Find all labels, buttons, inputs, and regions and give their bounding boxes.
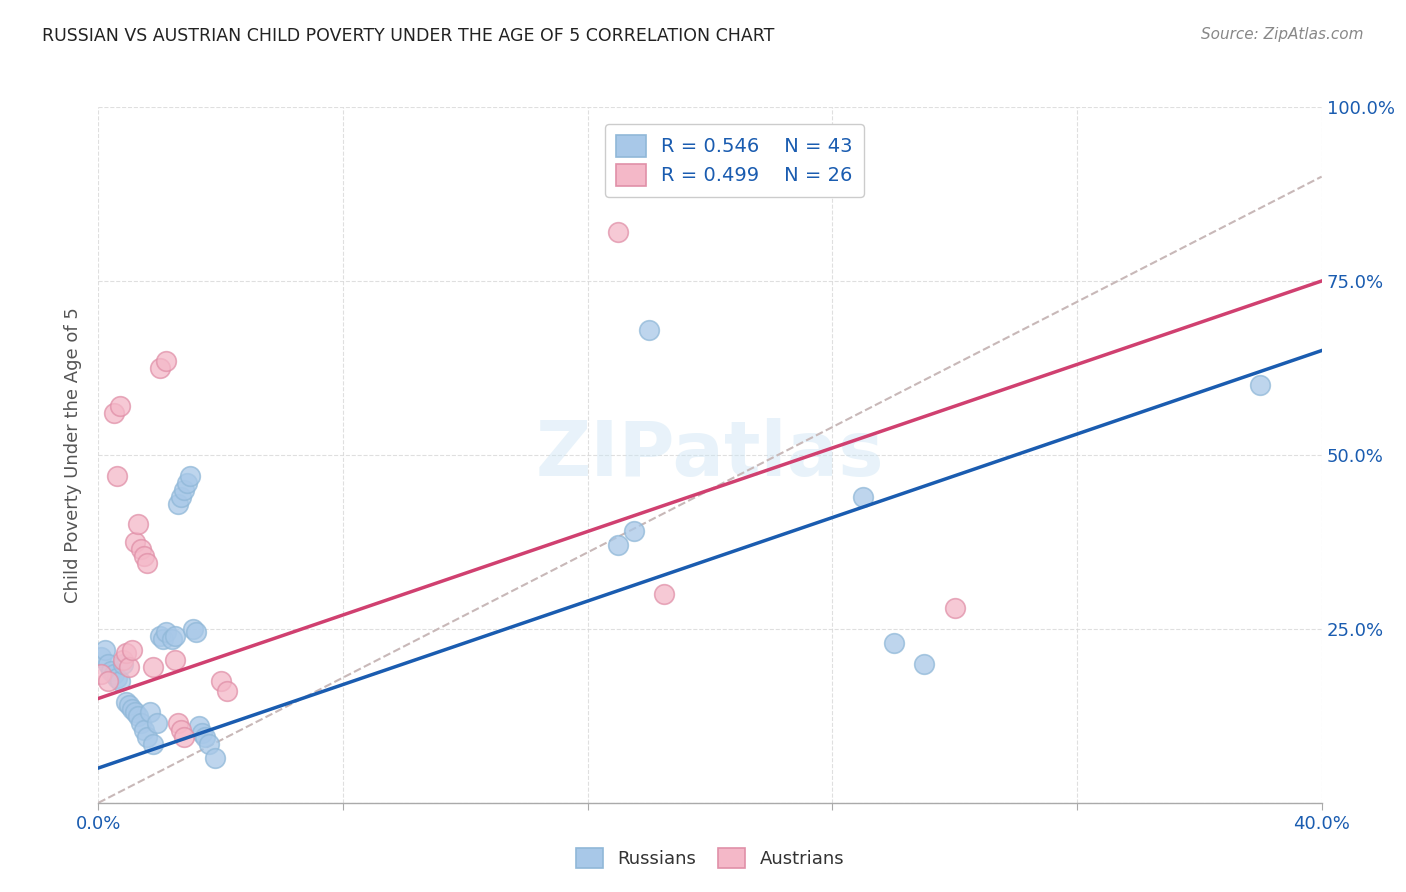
Point — [176, 475, 198, 490]
Text: RUSSIAN VS AUSTRIAN CHILD POVERTY UNDER THE AGE OF 5 CORRELATION CHART: RUSSIAN VS AUSTRIAN CHILD POVERTY UNDER … — [42, 27, 775, 45]
Point — [170, 723, 193, 737]
Point — [215, 684, 238, 698]
Point — [105, 468, 128, 483]
Point — [173, 483, 195, 497]
Point — [145, 715, 167, 730]
Point — [100, 664, 122, 678]
Point — [129, 541, 152, 556]
Point — [1249, 378, 1271, 392]
Point — [152, 632, 174, 647]
Point — [121, 702, 143, 716]
Point — [124, 706, 146, 720]
Point — [197, 737, 219, 751]
Point — [142, 737, 165, 751]
Point — [90, 649, 112, 664]
Point — [134, 723, 156, 737]
Point — [173, 730, 195, 744]
Point — [191, 726, 214, 740]
Point — [209, 674, 232, 689]
Text: ZIPatlas: ZIPatlas — [536, 418, 884, 491]
Point — [652, 587, 675, 601]
Point — [142, 660, 165, 674]
Point — [852, 490, 875, 504]
Legend: Russians, Austrians: Russians, Austrians — [567, 839, 853, 877]
Point — [129, 715, 152, 730]
Point — [105, 671, 128, 685]
Point — [115, 646, 138, 660]
Point — [188, 719, 211, 733]
Point — [134, 549, 156, 563]
Point — [111, 653, 134, 667]
Point — [194, 730, 217, 744]
Point — [136, 730, 159, 744]
Point — [186, 625, 208, 640]
Point — [943, 601, 966, 615]
Point — [124, 535, 146, 549]
Point — [115, 695, 138, 709]
Point — [160, 632, 183, 647]
Point — [118, 698, 141, 713]
Point — [97, 674, 120, 689]
Point — [136, 556, 159, 570]
Point — [108, 674, 131, 689]
Point — [637, 323, 661, 337]
Point — [111, 657, 134, 671]
Point — [93, 642, 115, 657]
Point — [155, 625, 177, 640]
Point — [139, 706, 162, 720]
Point — [912, 657, 935, 671]
Point — [883, 636, 905, 650]
Point — [163, 653, 186, 667]
Point — [179, 468, 201, 483]
Point — [108, 399, 131, 413]
Point — [121, 642, 143, 657]
Point — [181, 622, 204, 636]
Point — [127, 708, 149, 723]
Point — [97, 657, 120, 671]
Point — [155, 354, 177, 368]
Text: Source: ZipAtlas.com: Source: ZipAtlas.com — [1201, 27, 1364, 42]
Point — [204, 750, 226, 764]
Point — [607, 225, 630, 239]
Point — [163, 629, 186, 643]
Point — [103, 406, 125, 420]
Y-axis label: Child Poverty Under the Age of 5: Child Poverty Under the Age of 5 — [63, 307, 82, 603]
Point — [127, 517, 149, 532]
Point — [623, 524, 645, 539]
Point — [167, 715, 190, 730]
Point — [103, 667, 125, 681]
Point — [90, 667, 112, 681]
Point — [149, 360, 172, 375]
Point — [149, 629, 172, 643]
Point — [170, 490, 193, 504]
Point — [607, 538, 630, 552]
Point — [167, 497, 190, 511]
Point — [118, 660, 141, 674]
